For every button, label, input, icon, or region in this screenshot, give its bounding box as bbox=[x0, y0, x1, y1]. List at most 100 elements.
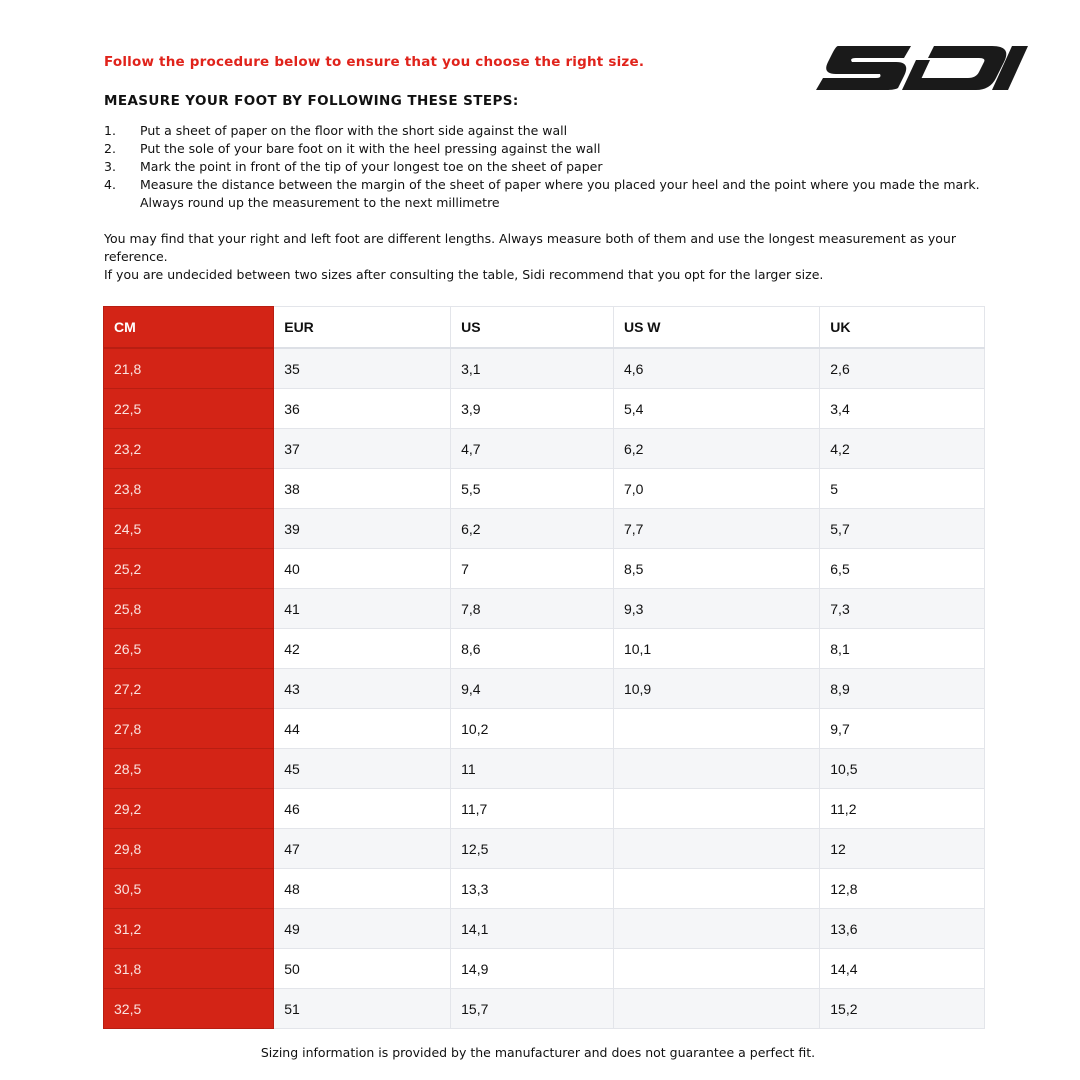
table-cell: 3,1 bbox=[450, 347, 614, 389]
table-cell bbox=[612, 748, 821, 789]
table-cell: 5,5 bbox=[450, 468, 614, 509]
table-cell: 10,9 bbox=[612, 668, 821, 709]
notes: You may find that your right and left fo… bbox=[104, 230, 989, 284]
table-cell bbox=[612, 828, 821, 869]
step-item: 4. Measure the distance between the margi… bbox=[104, 176, 984, 212]
table-cell: 24,5 bbox=[102, 508, 275, 549]
table-cell: 45 bbox=[273, 748, 452, 789]
table-row: 23,2 37 4,7 6,2 4,2 bbox=[102, 428, 985, 469]
table-cell: 13,3 bbox=[450, 868, 614, 909]
table-cell: 12,5 bbox=[450, 828, 614, 869]
table-cell: 7,3 bbox=[819, 588, 985, 629]
table-cell: 50 bbox=[273, 948, 452, 989]
table-row: 24,5 39 6,2 7,7 5,7 bbox=[102, 508, 985, 549]
table-row: 27,2 43 9,4 10,9 8,9 bbox=[102, 668, 985, 709]
table-row: 27,8 44 10,2 9,7 bbox=[102, 708, 985, 749]
table-cell: 27,2 bbox=[102, 668, 275, 709]
table-cell: 7 bbox=[450, 548, 614, 589]
table-cell: 43 bbox=[273, 668, 452, 709]
table-cell: 13,6 bbox=[819, 908, 985, 949]
table-cell: 4,6 bbox=[612, 347, 821, 389]
table-cell: 4,7 bbox=[450, 428, 614, 469]
table-cell: 5 bbox=[819, 468, 985, 509]
column-header: CM bbox=[102, 306, 275, 349]
table-cell: 10,1 bbox=[612, 628, 821, 669]
table-cell: 14,4 bbox=[819, 948, 985, 989]
column-header: EUR bbox=[273, 306, 452, 349]
table-row: 32,5 51 15,7 15,2 bbox=[102, 988, 985, 1029]
table-row: 21,8 35 3,1 4,6 2,6 bbox=[102, 347, 985, 389]
table-cell: 5,7 bbox=[819, 508, 985, 549]
step-number: 2. bbox=[104, 141, 116, 156]
table-cell: 10,5 bbox=[819, 748, 985, 789]
table-cell: 11 bbox=[450, 748, 614, 789]
step-text: Measure the distance between the margin … bbox=[140, 177, 980, 210]
table-cell: 36 bbox=[273, 388, 452, 429]
table-cell: 38 bbox=[273, 468, 452, 509]
column-header: UK bbox=[819, 306, 985, 349]
table-cell: 6,2 bbox=[450, 508, 614, 549]
table-cell: 37 bbox=[273, 428, 452, 469]
step-number: 3. bbox=[104, 159, 116, 174]
table-cell: 25,2 bbox=[102, 548, 275, 589]
table-cell: 10,2 bbox=[450, 708, 614, 749]
table-cell: 21,8 bbox=[102, 347, 275, 389]
table-cell: 35 bbox=[273, 347, 452, 389]
table-cell bbox=[612, 708, 821, 749]
table-row: 25,2 40 7 8,5 6,5 bbox=[102, 548, 985, 589]
table-cell bbox=[612, 868, 821, 909]
table-cell: 48 bbox=[273, 868, 452, 909]
steps-list: 1. Put a sheet of paper on the floor with… bbox=[104, 122, 984, 212]
table-cell: 15,7 bbox=[450, 988, 614, 1029]
table-cell: 8,1 bbox=[819, 628, 985, 669]
table-row: 28,5 45 11 10,5 bbox=[102, 748, 985, 789]
table-cell bbox=[612, 908, 821, 949]
step-item: 3. Mark the point in front of the tip of … bbox=[104, 158, 984, 176]
table-cell: 42 bbox=[273, 628, 452, 669]
table-cell bbox=[612, 948, 821, 989]
table-cell: 14,9 bbox=[450, 948, 614, 989]
table-cell: 46 bbox=[273, 788, 452, 829]
table-cell: 22,5 bbox=[102, 388, 275, 429]
table-cell: 3,4 bbox=[819, 388, 985, 429]
table-cell: 25,8 bbox=[102, 588, 275, 629]
intro-text: Follow the procedure below to ensure tha… bbox=[104, 54, 645, 70]
table-row: 22,5 36 3,9 5,4 3,4 bbox=[102, 388, 985, 429]
table-cell: 7,8 bbox=[450, 588, 614, 629]
table-cell: 28,5 bbox=[102, 748, 275, 789]
table-cell: 7,0 bbox=[612, 468, 821, 509]
table-cell: 3,9 bbox=[450, 388, 614, 429]
column-header: US bbox=[450, 306, 614, 349]
table-cell: 23,8 bbox=[102, 468, 275, 509]
table-cell: 7,7 bbox=[612, 508, 821, 549]
table-cell: 4,2 bbox=[819, 428, 985, 469]
table-cell: 12 bbox=[819, 828, 985, 869]
table-cell: 11,2 bbox=[819, 788, 985, 829]
table-cell: 23,2 bbox=[102, 428, 275, 469]
table-cell: 31,8 bbox=[102, 948, 275, 989]
table-cell: 47 bbox=[273, 828, 452, 869]
table-cell: 31,2 bbox=[102, 908, 275, 949]
table-row: 31,8 50 14,9 14,4 bbox=[102, 948, 985, 989]
table-cell: 29,2 bbox=[102, 788, 275, 829]
table-cell: 39 bbox=[273, 508, 452, 549]
table-cell: 6,2 bbox=[612, 428, 821, 469]
step-number: 1. bbox=[104, 123, 116, 138]
table-cell: 30,5 bbox=[102, 868, 275, 909]
steps-title: MEASURE YOUR FOOT BY FOLLOWING THESE STE… bbox=[104, 93, 519, 109]
table-cell: 5,4 bbox=[612, 388, 821, 429]
table-cell: 8,5 bbox=[612, 548, 821, 589]
note-lengths: You may find that your right and left fo… bbox=[104, 231, 956, 264]
disclaimer: Sizing information is provided by the ma… bbox=[260, 1045, 816, 1060]
table-cell bbox=[612, 788, 821, 829]
table-cell: 14,1 bbox=[450, 908, 614, 949]
table-cell: 6,5 bbox=[819, 548, 985, 589]
table-cell: 32,5 bbox=[102, 988, 275, 1029]
table-cell: 8,6 bbox=[450, 628, 614, 669]
table-row: 23,8 38 5,5 7,0 5 bbox=[102, 468, 985, 509]
table-cell: 41 bbox=[273, 588, 452, 629]
table-cell: 9,3 bbox=[612, 588, 821, 629]
step-text: Put the sole of your bare foot on it wit… bbox=[140, 141, 601, 156]
table-cell: 9,4 bbox=[450, 668, 614, 709]
table-cell: 40 bbox=[273, 548, 452, 589]
